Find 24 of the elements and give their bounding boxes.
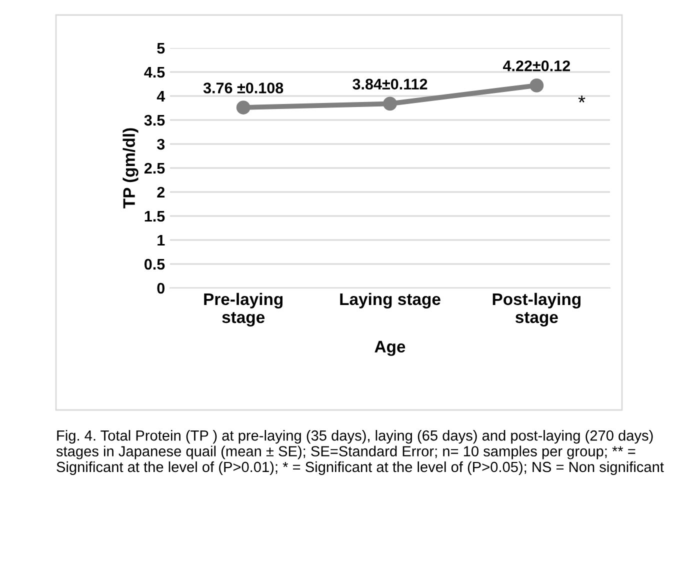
x-tick-label: Post-laying stage (492, 292, 580, 326)
x-tick-label: Pre-laying stage (204, 292, 283, 326)
y-tick-label: 4.5 (144, 67, 165, 78)
point (236, 100, 250, 114)
y-tick-label: 4 (156, 91, 166, 102)
y-tick-label: 0.5 (144, 258, 165, 270)
x-axis-title: Age (374, 340, 406, 356)
y-tick-label: 3 (156, 138, 165, 150)
y-tick-label: 1.5 (144, 211, 165, 222)
y-axis-title: TP (gm/dl) (122, 128, 138, 208)
point (530, 78, 544, 92)
y-tick-label: 2.5 (144, 162, 165, 174)
data-label: 3.76 ±0.108 (203, 82, 284, 94)
y-tick-label: 2 (157, 186, 165, 198)
y-tick-label: 0 (157, 282, 165, 294)
annotation: * (578, 96, 586, 102)
point (383, 96, 397, 111)
y-tick-label: 3.5 (144, 114, 165, 126)
x-tick-label: Laying stage (340, 292, 440, 308)
y-tick-label: 5 (157, 43, 165, 54)
caption: Fig. 4. Total Protein (TP ) at pre-laying (35 days), laying (65 days) and post-laying (270 days) stages in Japanese quail (mean ± SE); SE=Standard Error; n= 10 samples per group; ** = Significant at the level of (P>0.01); * = Significant at the level of (P>0.05); NS = Non significant (56, 430, 664, 476)
data-label: 4.22±0.12 (502, 60, 570, 72)
y-tick-label: 1 (158, 235, 165, 246)
data-label: 3.84±0.112 (352, 78, 428, 90)
